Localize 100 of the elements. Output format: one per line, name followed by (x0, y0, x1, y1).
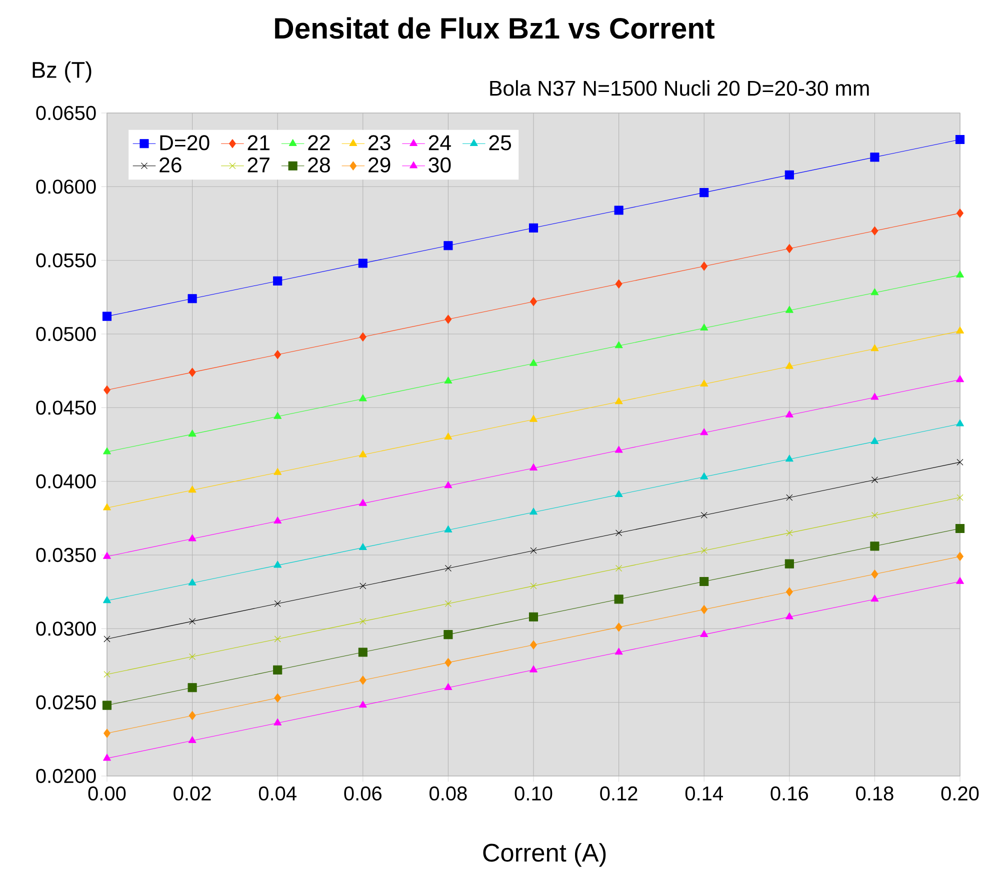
point (530, 582, 537, 590)
point (528, 612, 538, 622)
x-tick-label: 0.18 (856, 786, 894, 801)
point (700, 324, 708, 331)
y-tick-label: 0.0300 (36, 622, 96, 636)
legend-label: 26 (160, 157, 182, 173)
point (870, 392, 879, 400)
point (188, 711, 196, 720)
y-tick-label: 0.0200 (36, 768, 96, 784)
point (444, 683, 452, 690)
point (871, 476, 878, 484)
legend-label: 23 (368, 135, 390, 150)
point (528, 223, 538, 232)
point (358, 498, 367, 506)
legend-label: 22 (308, 135, 330, 150)
point (104, 636, 110, 642)
point (530, 547, 537, 554)
point (104, 385, 110, 395)
point (700, 604, 708, 614)
point (956, 458, 964, 466)
point (273, 665, 282, 674)
point (358, 258, 368, 268)
y-tick-label: 0.0350 (36, 548, 96, 562)
point (274, 560, 282, 568)
point (274, 600, 281, 607)
point (955, 134, 965, 144)
point (956, 419, 964, 426)
y-tick-label: 0.0600 (36, 180, 96, 194)
point (700, 188, 709, 198)
point (274, 468, 282, 475)
point (786, 494, 793, 501)
point (103, 447, 111, 454)
point (103, 754, 111, 761)
point (530, 297, 537, 306)
point (444, 314, 452, 324)
point (616, 564, 622, 572)
point (274, 718, 282, 726)
point (700, 428, 708, 436)
point (358, 700, 367, 708)
point (700, 380, 708, 386)
point (614, 397, 623, 404)
point (274, 516, 282, 524)
point (956, 552, 964, 562)
point (614, 648, 623, 655)
x-tick-label: 0.06 (344, 786, 382, 801)
legend-label: 27 (248, 157, 270, 172)
point (870, 152, 880, 162)
point (616, 530, 622, 536)
point (274, 636, 281, 642)
point (359, 332, 366, 342)
point (444, 630, 453, 640)
point (444, 481, 452, 488)
point (615, 622, 622, 632)
point (700, 512, 708, 519)
point (870, 542, 880, 551)
legend-label: 24 (428, 135, 451, 150)
point (870, 594, 879, 602)
x-tick-label: 0.04 (258, 786, 296, 801)
point (444, 241, 453, 250)
point (530, 414, 538, 422)
point (871, 226, 878, 236)
point (104, 671, 110, 678)
point (188, 430, 196, 437)
point (956, 494, 964, 501)
point (785, 454, 794, 462)
point (102, 312, 112, 321)
point (102, 700, 112, 710)
x-tick-label: 0.16 (770, 786, 808, 801)
point (103, 552, 111, 559)
point (615, 279, 622, 288)
point (870, 344, 879, 352)
chart-subtitle: Bola N37 N=1500 Nucli 20 D=20-30 mm (490, 80, 869, 96)
point (360, 618, 366, 625)
point (358, 450, 367, 458)
point (785, 306, 794, 313)
y-tick-label: 0.0450 (36, 400, 96, 415)
point (785, 612, 794, 620)
x-tick-label: 0.14 (685, 786, 723, 801)
point (700, 472, 708, 480)
y-tick-label: 0.0550 (36, 253, 96, 268)
point (956, 576, 964, 584)
point (444, 376, 452, 384)
point (188, 486, 196, 493)
point (360, 582, 366, 590)
point (700, 630, 708, 637)
point (870, 288, 879, 296)
point (358, 543, 367, 550)
legend-label: 28 (308, 157, 330, 173)
x-tick-label: 0.10 (514, 786, 552, 801)
point (785, 362, 794, 369)
point (274, 412, 282, 419)
legend-label: D=20 (160, 135, 210, 150)
x-tick-label: 0.00 (88, 786, 126, 801)
y-tick-label: 0.0650 (36, 106, 96, 120)
point (359, 676, 366, 685)
legend-label: 30 (428, 157, 451, 173)
point (614, 490, 623, 497)
point (444, 432, 452, 440)
legend-label: 21 (248, 135, 270, 150)
point (700, 576, 709, 586)
